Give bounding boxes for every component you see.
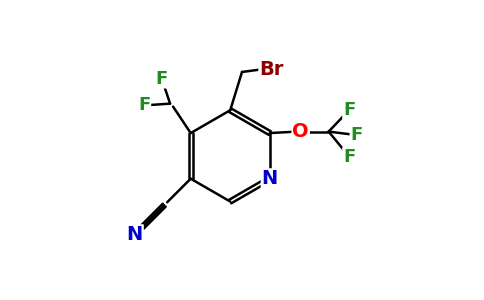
Text: O: O	[292, 122, 309, 141]
Text: N: N	[127, 225, 143, 244]
Text: F: F	[138, 96, 151, 114]
Text: F: F	[350, 125, 363, 143]
Text: F: F	[155, 70, 167, 88]
Text: N: N	[262, 169, 278, 188]
Text: F: F	[343, 100, 355, 118]
Text: F: F	[343, 148, 355, 166]
Text: Br: Br	[259, 59, 284, 79]
